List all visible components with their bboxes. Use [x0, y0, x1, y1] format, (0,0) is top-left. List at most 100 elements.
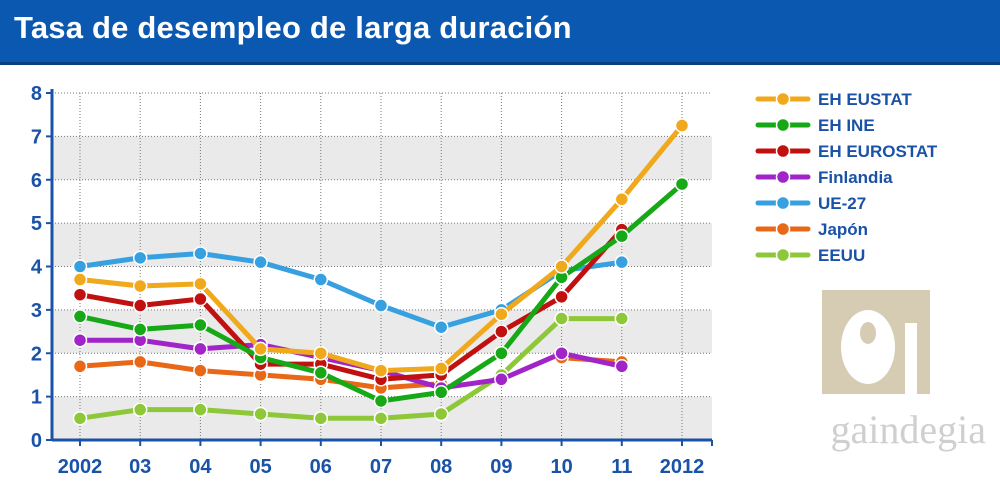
data-point	[132, 278, 148, 294]
page-title: Tasa de desempleo de larga duración	[14, 10, 572, 45]
data-point	[313, 346, 329, 361]
data-point	[554, 259, 569, 274]
legend-swatch-marker	[775, 247, 791, 263]
data-point	[433, 406, 449, 422]
data-point	[132, 402, 148, 417]
data-point	[614, 192, 630, 207]
data-point	[253, 341, 268, 357]
series-eh-eustat	[72, 118, 690, 378]
data-point	[253, 406, 268, 422]
gaindegia-logo: gaindegia	[822, 290, 986, 452]
y-tick-label: 8	[31, 83, 42, 105]
legend-item: UE-27	[755, 194, 866, 213]
x-tick-label: 10	[550, 456, 572, 478]
data-point	[193, 246, 208, 261]
chart-axes: 0 1 2 3 4 5 6 7 8 2002 03 04 05 06 07 08 09 10 11 2012	[31, 83, 713, 478]
data-point	[674, 176, 690, 192]
data-point	[494, 372, 509, 387]
y-tick-label: 1	[31, 387, 42, 409]
data-point	[433, 385, 449, 400]
data-point	[313, 272, 329, 287]
data-point	[72, 332, 88, 348]
logo-bar	[905, 323, 917, 394]
legend-label: EH INE	[818, 116, 875, 135]
data-point	[72, 287, 88, 302]
x-tick-label: 09	[490, 456, 512, 478]
data-point	[72, 259, 88, 274]
title-bar: Tasa de desempleo de larga duración	[0, 0, 1000, 65]
data-point	[614, 254, 630, 270]
x-tick-label: 03	[129, 456, 151, 478]
data-point	[494, 324, 509, 339]
data-point	[132, 298, 148, 313]
legend-label: Finlandia	[818, 168, 893, 187]
chart-series	[72, 118, 690, 426]
x-tick-label: 2012	[660, 456, 705, 478]
legend-label: Japón	[818, 220, 868, 239]
legend-label: EH EUROSTAT	[818, 142, 938, 161]
chart-grid	[52, 92, 712, 440]
data-point	[373, 298, 389, 313]
legend-label: EEUU	[818, 246, 865, 265]
data-point	[614, 311, 630, 326]
x-tick-label: 11	[611, 456, 632, 478]
y-tick-label: 4	[31, 257, 43, 279]
data-point	[373, 393, 389, 409]
logo-oval-inner	[860, 322, 876, 344]
data-point	[193, 317, 208, 333]
legend-item: EH EUSTAT	[755, 90, 912, 109]
grid-band	[52, 136, 712, 180]
data-point	[554, 289, 569, 305]
x-tick-label: 07	[370, 456, 392, 478]
data-point	[72, 272, 88, 287]
y-tick-label: 2	[31, 343, 42, 365]
data-point	[72, 309, 88, 324]
legend-item: EH INE	[755, 116, 875, 135]
legend-item: EH EUROSTAT	[755, 142, 938, 161]
legend-swatch-marker	[775, 143, 791, 159]
data-point	[373, 411, 389, 426]
data-point	[373, 363, 389, 378]
data-point	[193, 291, 208, 307]
data-point	[72, 359, 88, 374]
legend-label: EH EUSTAT	[818, 90, 912, 109]
legend-item: EEUU	[755, 246, 865, 265]
legend-item: Japón	[755, 220, 868, 239]
legend-swatch-marker	[775, 117, 791, 133]
series-ue-27	[72, 246, 630, 335]
data-point	[253, 254, 268, 270]
chart-bands	[52, 136, 712, 440]
logo-oval	[841, 310, 895, 384]
data-point	[193, 276, 208, 292]
data-point	[433, 361, 449, 376]
data-point	[554, 311, 569, 326]
legend-label: UE-27	[818, 194, 866, 213]
chart-legend: EH EUSTAT EH INE EH EUROSTAT Finlandia UE-27…	[755, 90, 938, 265]
data-point	[554, 346, 569, 361]
data-point	[132, 250, 148, 266]
y-tick-label: 6	[31, 170, 42, 192]
legend-swatch-marker	[775, 169, 791, 185]
legend-swatch-marker	[775, 195, 791, 211]
x-tick-label: 05	[249, 456, 271, 478]
series-eeuu	[72, 311, 630, 426]
x-tick-label: 04	[189, 456, 212, 478]
y-tick-label: 5	[31, 213, 42, 235]
data-point	[674, 118, 690, 133]
y-tick-label: 0	[31, 430, 42, 452]
data-point	[494, 346, 509, 361]
data-point	[313, 365, 329, 381]
x-tick-label: 2002	[58, 456, 103, 478]
data-point	[614, 359, 630, 374]
legend-item: Finlandia	[755, 168, 893, 187]
legend-swatch-marker	[775, 91, 791, 107]
y-tick-label: 3	[31, 300, 42, 322]
data-point	[614, 228, 630, 244]
data-point	[433, 319, 449, 335]
data-point	[72, 411, 88, 426]
data-point	[193, 363, 208, 378]
data-point	[132, 354, 148, 370]
x-tick-label: 08	[430, 456, 452, 478]
data-point	[132, 322, 148, 337]
